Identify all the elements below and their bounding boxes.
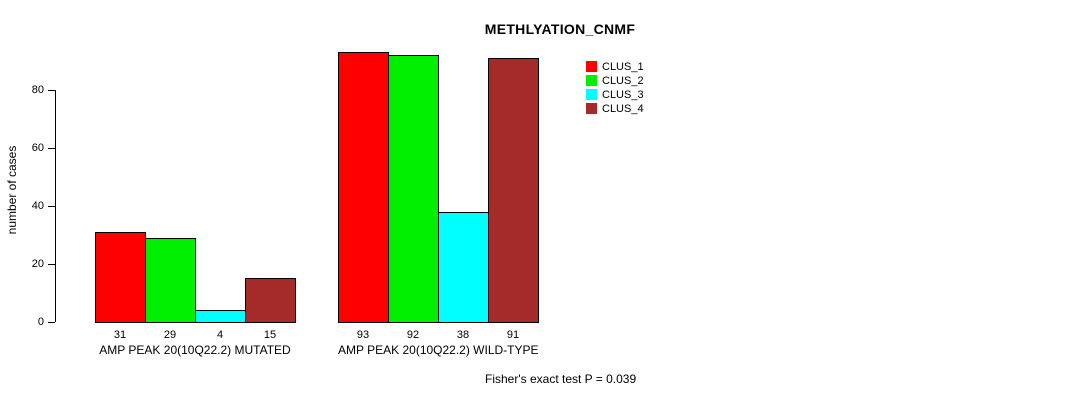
legend: CLUS_1 CLUS_2 CLUS_3 CLUS_4: [586, 60, 644, 116]
legend-swatch-CLUS_4: [586, 103, 597, 114]
legend-item: CLUS_2: [586, 74, 644, 87]
x-group-label: AMP PEAK 20(10Q22.2) WILD-TYPE: [338, 343, 539, 357]
y-axis-tick-label: 80: [31, 84, 44, 96]
bar-CLUS_3-group2: [438, 212, 489, 323]
chart-title: METHLYATION_CNMF: [484, 21, 636, 37]
p-value-note: Fisher's exact test P = 0.039: [485, 372, 637, 386]
y-axis-tick-label: 40: [31, 200, 44, 212]
legend-swatch-CLUS_2: [586, 75, 597, 86]
bar-value-label: 91: [506, 329, 520, 341]
bar-value-label: 92: [406, 329, 420, 341]
y-axis-tick-label: 20: [31, 258, 44, 270]
legend-item-label: CLUS_4: [602, 102, 644, 115]
bar-value-label: 31: [113, 329, 127, 341]
legend-swatch-CLUS_1: [586, 61, 597, 72]
bar-value-label: 4: [216, 329, 224, 341]
bar-value-label: 29: [163, 329, 177, 341]
legend-item: CLUS_1: [586, 60, 644, 73]
legend-item: CLUS_3: [586, 88, 644, 101]
bar-value-label: 38: [456, 329, 470, 341]
bar-CLUS_4-group1: [245, 278, 296, 323]
bar-CLUS_1-group2: [338, 52, 389, 323]
legend-item-label: CLUS_3: [602, 88, 644, 101]
bar-value-label: 15: [263, 329, 277, 341]
bar-CLUS_4-group2: [488, 58, 539, 323]
bar-CLUS_2-group2: [388, 55, 439, 323]
y-axis-tick: [48, 206, 55, 207]
bar-CLUS_2-group1: [145, 238, 196, 323]
bar-CLUS_1-group1: [95, 232, 146, 323]
y-axis-tick-label: 0: [37, 316, 44, 328]
y-axis-tick: [48, 264, 55, 265]
y-axis-tick: [48, 322, 55, 323]
bar-CLUS_3-group1: [195, 310, 246, 323]
legend-item: CLUS_4: [586, 102, 644, 115]
legend-item-label: CLUS_1: [602, 60, 644, 73]
legend-swatch-CLUS_3: [586, 89, 597, 100]
legend-item-label: CLUS_2: [602, 74, 644, 87]
y-axis-tick: [48, 90, 55, 91]
y-axis-tick-label: 60: [31, 142, 44, 154]
x-group-label: AMP PEAK 20(10Q22.2) MUTATED: [99, 343, 291, 357]
y-axis-tick: [48, 148, 55, 149]
bar-value-label: 93: [356, 329, 370, 341]
y-axis: [55, 90, 56, 322]
